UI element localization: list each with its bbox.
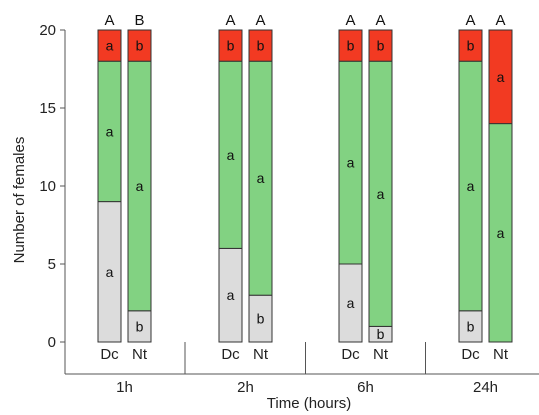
segment-letter: a [347,155,355,171]
segment-letter: a [136,178,144,194]
segment-letter: a [497,69,505,85]
bar-label: Nt [493,346,509,363]
bar-label: Dc [461,346,480,363]
segment-letter: a [106,38,114,54]
bar-segment-top [248,29,273,62]
segment-letter: b [227,38,235,54]
segment-letter: b [257,311,265,327]
segment-letter: a [377,186,385,202]
segment-letter: a [227,287,235,303]
segment-letter: b [136,318,144,334]
bar-label: Nt [253,346,269,363]
segment-letter: a [106,123,114,139]
segment-letter: b [467,38,475,54]
bar-segment-top [218,29,243,62]
bar-segment-top [127,29,152,62]
y-tick-label: 0 [48,334,56,351]
bar-significance-letter: A [345,12,355,29]
x-axis-title: Time (hours) [267,395,351,412]
segment-letter: b [377,326,385,342]
segment-letter: b [136,38,144,54]
bar-24h-Nt: a a A Nt [488,12,513,363]
segment-letter: a [227,147,235,163]
bar-label: Nt [373,346,389,363]
bar-label: Dc [100,346,119,363]
bar-segment-top [458,29,483,62]
segment-letter: b [347,38,355,54]
bar-segment-top [338,29,363,62]
y-tick-label: 5 [48,256,56,273]
bar-significance-letter: A [225,12,235,29]
group-label: 2h [237,379,254,396]
group-label: 6h [357,379,374,396]
segment-letter: b [377,38,385,54]
segment-letter: b [257,38,265,54]
group-label: 1h [116,379,133,396]
segment-letter: a [106,264,114,280]
bar-significance-letter: B [134,12,144,29]
segment-letter: a [257,170,265,186]
bar-label: Dc [341,346,360,363]
bar-significance-letter: A [255,12,265,29]
bar-significance-letter: A [495,12,505,29]
bar-significance-letter: A [465,12,475,29]
bar-significance-letter: A [104,12,114,29]
segment-letter: a [347,295,355,311]
group-label: 24h [473,379,498,396]
segment-letter: a [497,225,505,241]
bar-6h-Dc: a a bA Dc [338,12,363,363]
y-axis-title: Number of females [11,137,28,264]
segment-letter: a [467,178,475,194]
y-tick-label: 15 [39,100,56,117]
y-axis: 0 5 10 15 20 [39,22,66,351]
bar-segment-top [97,29,122,62]
bar-segment-top [488,29,513,125]
y-tick-label: 20 [39,22,56,39]
bars-layer: aaaADcbabBNt1haabADcbabANt2haabADcbabANt… [97,12,513,396]
y-tick-label: 10 [39,178,56,195]
bar-2h-Dc: a a bA Dc [218,12,243,363]
x-axis [64,342,539,375]
bar-significance-letter: A [375,12,385,29]
segment-letter: b [467,318,475,334]
bar-segment-top [368,29,393,62]
bar-label: Nt [132,346,148,363]
bar-label: Dc [221,346,240,363]
